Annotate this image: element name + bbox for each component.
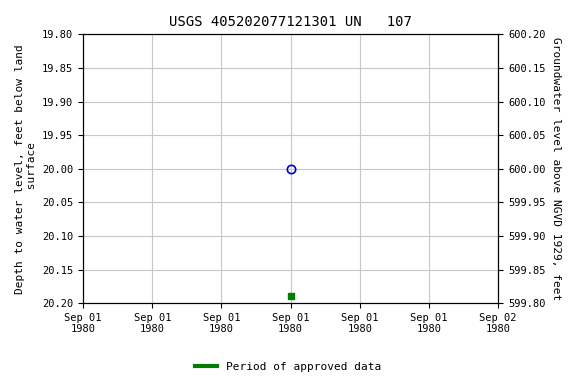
Legend: Period of approved data: Period of approved data bbox=[191, 358, 385, 377]
Y-axis label: Depth to water level, feet below land
 surface: Depth to water level, feet below land su… bbox=[15, 44, 37, 294]
Y-axis label: Groundwater level above NGVD 1929, feet: Groundwater level above NGVD 1929, feet bbox=[551, 37, 561, 300]
Title: USGS 405202077121301 UN   107: USGS 405202077121301 UN 107 bbox=[169, 15, 412, 29]
